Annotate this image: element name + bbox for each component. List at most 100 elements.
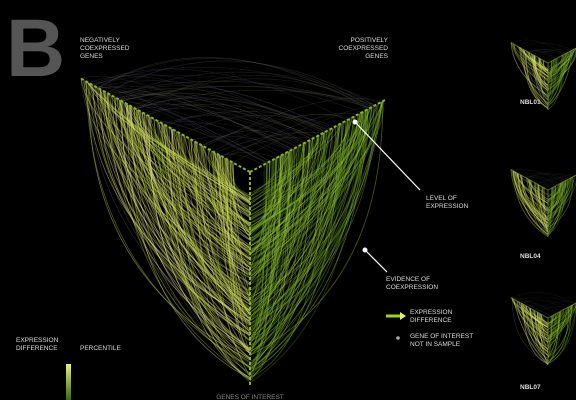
edge	[121, 100, 251, 364]
edge	[249, 132, 325, 203]
edge	[249, 130, 328, 316]
edge	[538, 178, 567, 185]
edge	[543, 60, 549, 93]
edge	[249, 162, 268, 308]
edge	[117, 98, 251, 219]
edge	[126, 104, 251, 249]
edge	[249, 113, 361, 342]
edge	[249, 138, 313, 353]
edge	[528, 49, 566, 54]
edge	[97, 57, 369, 110]
edge	[512, 170, 549, 237]
edge	[541, 186, 549, 228]
edge	[249, 132, 325, 379]
edge	[510, 42, 549, 97]
sample-label: NBL07	[520, 384, 541, 391]
edge	[171, 128, 251, 368]
edge	[539, 313, 549, 365]
edge	[161, 123, 251, 383]
hive-axis	[547, 47, 576, 64]
edge	[249, 123, 343, 374]
edge	[249, 116, 355, 322]
edge	[547, 49, 575, 75]
edge	[249, 124, 339, 373]
edge	[547, 308, 567, 339]
edge	[249, 116, 355, 332]
edge	[126, 104, 251, 380]
edge	[183, 135, 251, 325]
edge	[547, 48, 576, 78]
edge	[121, 101, 251, 259]
edge	[126, 103, 251, 311]
edge	[511, 169, 564, 182]
edge	[547, 303, 576, 338]
edge	[161, 123, 251, 349]
edge	[514, 299, 549, 351]
edge	[92, 85, 251, 347]
edge	[533, 301, 576, 310]
edge	[176, 131, 251, 255]
edge	[124, 103, 251, 342]
edge	[172, 129, 251, 232]
edge	[172, 129, 251, 311]
edge	[522, 299, 565, 310]
edge	[106, 92, 251, 276]
bottom-label: GENES OF INTEREST	[216, 394, 284, 400]
edge	[202, 145, 251, 241]
edge	[222, 156, 251, 311]
edge	[541, 173, 576, 187]
edge	[249, 150, 291, 197]
edge	[523, 172, 567, 181]
edge	[208, 149, 251, 204]
edge	[249, 143, 305, 319]
edge	[547, 305, 573, 358]
edge	[224, 157, 251, 203]
edge	[230, 161, 251, 352]
edge	[547, 304, 576, 333]
edge	[547, 186, 555, 221]
edge	[249, 106, 374, 326]
edge	[192, 135, 291, 151]
edge	[249, 148, 294, 320]
edge	[120, 100, 251, 293]
edge	[249, 139, 313, 378]
edge	[249, 118, 352, 313]
edge	[540, 314, 549, 326]
edge	[180, 133, 251, 234]
edge	[153, 118, 251, 268]
edge	[249, 150, 291, 227]
edge	[547, 313, 558, 350]
pointer	[364, 249, 388, 273]
edge	[249, 160, 273, 285]
edge	[232, 104, 376, 163]
edge	[547, 59, 555, 78]
edge	[107, 93, 251, 284]
edge	[249, 164, 265, 379]
edge	[547, 312, 559, 363]
edge	[540, 185, 549, 216]
negative-label: NEGATIVELY COEXPRESSED GENES	[80, 37, 130, 60]
edge	[121, 85, 371, 109]
edge	[97, 85, 313, 140]
edge	[547, 182, 563, 203]
edge	[249, 159, 274, 355]
edge	[204, 146, 251, 296]
edge	[547, 176, 574, 228]
edge	[121, 101, 251, 292]
edge	[111, 80, 371, 109]
edge	[213, 151, 251, 204]
edge	[547, 60, 553, 100]
edge	[190, 139, 251, 324]
edge	[188, 137, 251, 321]
edge	[164, 124, 251, 247]
edge	[529, 179, 549, 202]
edge	[118, 98, 267, 164]
edge	[141, 112, 251, 315]
sample-label: NBL01	[520, 99, 541, 106]
edge	[85, 81, 251, 322]
edge	[249, 151, 289, 347]
edge	[534, 182, 549, 211]
edge	[94, 74, 320, 136]
edge	[249, 131, 327, 246]
edge	[122, 101, 251, 224]
